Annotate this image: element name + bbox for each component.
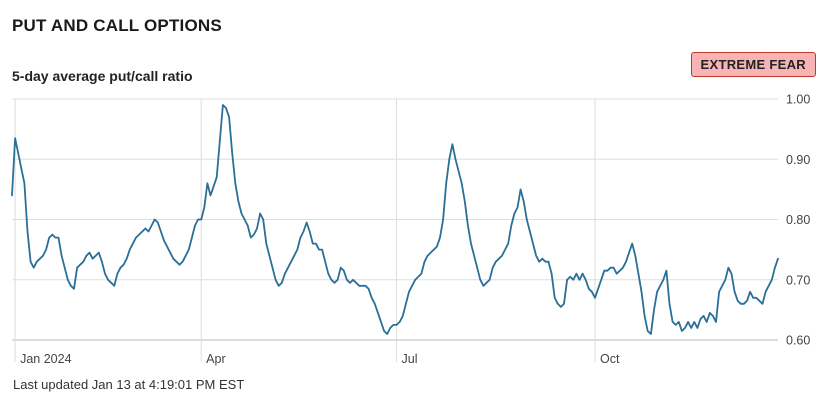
y-tick-label: 0.80 xyxy=(786,213,810,227)
y-tick-label: 1.00 xyxy=(786,93,810,107)
sentiment-badge: EXTREME FEAR xyxy=(690,52,816,77)
chart-title: PUT AND CALL OPTIONS xyxy=(12,16,222,35)
y-tick-label: 0.60 xyxy=(786,334,810,348)
x-tick-label: Jul xyxy=(402,352,418,366)
chart-subtitle: 5-day average put/call ratio xyxy=(12,68,193,84)
x-tick-label: Jan 2024 xyxy=(20,352,71,366)
x-tick-label: Oct xyxy=(600,352,620,366)
last-updated-text: Last updated Jan 13 at 4:19:01 PM EST xyxy=(13,377,245,392)
x-tick-label: Apr xyxy=(206,352,225,366)
y-tick-label: 0.70 xyxy=(786,273,810,287)
put-call-ratio-line xyxy=(11,104,779,335)
y-tick-label: 0.90 xyxy=(786,153,810,167)
